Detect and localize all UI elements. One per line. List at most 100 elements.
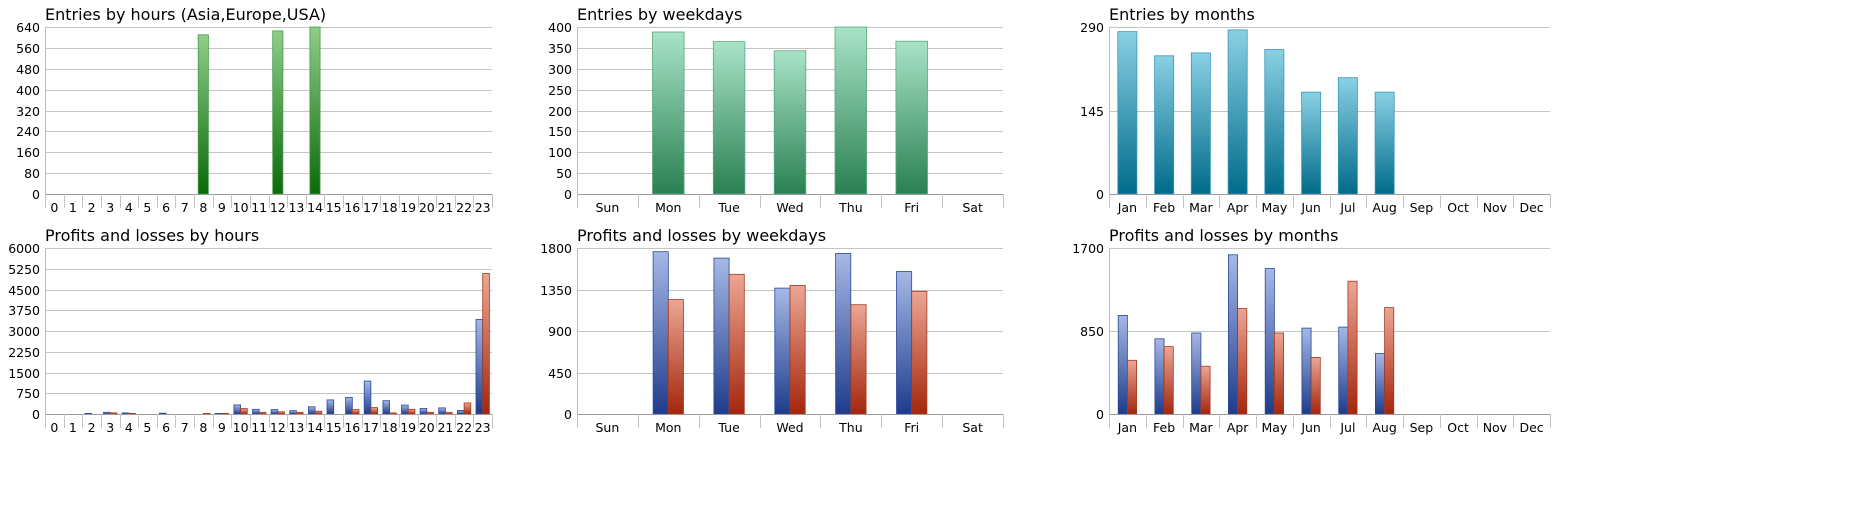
bar xyxy=(1127,359,1138,415)
chart-title: Entries by hours (Asia,Europe,USA) xyxy=(45,5,327,24)
x-tick-label: 1 xyxy=(69,200,77,215)
y-tick-label: 850 xyxy=(1080,324,1104,339)
x-tick-label: Feb xyxy=(1153,200,1175,215)
y-tick-label: 150 xyxy=(548,124,572,139)
y-tick-label: 6000 xyxy=(8,241,40,256)
x-tick-label: Thu xyxy=(838,420,862,435)
bar xyxy=(1237,308,1248,415)
x-tick-label: Oct xyxy=(1447,420,1469,435)
x-tick-label: 0 xyxy=(50,200,58,215)
x-tick-label: 19 xyxy=(400,420,416,435)
bar xyxy=(1301,327,1312,415)
x-tick-label: Apr xyxy=(1227,420,1249,435)
y-tick-label: 0 xyxy=(1096,407,1104,422)
bar xyxy=(1228,254,1239,415)
x-tick-label: Wed xyxy=(776,200,803,215)
x-tick-label: Wed xyxy=(776,420,803,435)
x-tick-label: Feb xyxy=(1153,420,1175,435)
y-tick-label: 3750 xyxy=(8,303,40,318)
y-tick-label: 80 xyxy=(24,166,40,181)
bar xyxy=(712,41,746,195)
x-tick-label: 19 xyxy=(400,200,416,215)
y-tick-label: 480 xyxy=(16,62,40,77)
bar xyxy=(1163,346,1174,415)
x-tick-label: Apr xyxy=(1227,200,1249,215)
x-tick-label: 9 xyxy=(218,420,226,435)
x-tick-label: Mon xyxy=(655,420,681,435)
x-tick-label: 2 xyxy=(88,420,96,435)
x-tick-label: 22 xyxy=(456,420,472,435)
bar xyxy=(834,26,868,195)
y-tick-label: 4500 xyxy=(8,283,40,298)
x-tick-label: 3 xyxy=(106,420,114,435)
x-tick-label: Sep xyxy=(1410,420,1434,435)
y-tick-label: 5250 xyxy=(8,262,40,277)
bar xyxy=(1347,280,1358,415)
x-tick-label: 0 xyxy=(50,420,58,435)
chart-svg: 0 450 900 1350 1800 Sun Mon Tue Wed Thu Fri Sat xyxy=(540,241,1004,435)
y-tick-label: 1800 xyxy=(540,241,572,256)
y-tick-label: 145 xyxy=(1080,104,1104,119)
x-tick-label: 6 xyxy=(162,200,170,215)
y-tick-label: 0 xyxy=(1096,187,1104,202)
x-tick-label: 7 xyxy=(181,200,189,215)
x-tick-label: Thu xyxy=(838,200,862,215)
chart-title: Entries by months xyxy=(1109,5,1255,24)
y-tick-label: 750 xyxy=(16,386,40,401)
x-tick-label: 20 xyxy=(419,420,435,435)
y-tick-label: 450 xyxy=(548,366,572,381)
x-tick-label: 15 xyxy=(326,420,342,435)
bar xyxy=(1117,314,1128,415)
x-tick-label: Aug xyxy=(1372,200,1396,215)
x-tick-label: 13 xyxy=(288,420,304,435)
x-tick-label: Sat xyxy=(962,420,983,435)
x-tick-label: 10 xyxy=(233,200,249,215)
chart-title: Profits and losses by months xyxy=(1109,226,1339,245)
x-tick-label: 6 xyxy=(162,420,170,435)
y-tick-label: 1500 xyxy=(8,366,40,381)
x-tick-label: Jan xyxy=(1117,200,1137,215)
x-tick-label: 4 xyxy=(125,420,133,435)
x-tick-label: 22 xyxy=(456,200,472,215)
x-tick-label: 8 xyxy=(199,420,207,435)
y-tick-label: 400 xyxy=(548,20,572,35)
y-tick-label: 2250 xyxy=(8,345,40,360)
x-tick-label: Mar xyxy=(1189,420,1213,435)
bar xyxy=(1274,332,1285,415)
x-tick-label: 23 xyxy=(475,200,491,215)
x-tick-label: Dec xyxy=(1519,200,1543,215)
bar xyxy=(652,31,685,195)
y-tick-label: 290 xyxy=(1080,20,1104,35)
x-tick-label: 15 xyxy=(326,200,342,215)
y-tick-label: 0 xyxy=(564,187,572,202)
x-tick-label: 18 xyxy=(382,420,398,435)
x-tick-label: 4 xyxy=(125,200,133,215)
x-tick-label: Jul xyxy=(1339,420,1355,435)
x-tick-label: 11 xyxy=(251,200,267,215)
x-tick-label: Sep xyxy=(1410,200,1434,215)
y-tick-label: 560 xyxy=(16,41,40,56)
x-tick-label: 14 xyxy=(307,200,323,215)
x-tick-label: 21 xyxy=(437,420,453,435)
y-tick-label: 0 xyxy=(32,407,40,422)
chart-svg: 0 850 1700 Jan Feb Mar Apr May Jun Jul Aug Sep Oct No… xyxy=(1072,241,1551,435)
bar xyxy=(773,50,807,195)
chart-title: Entries by weekdays xyxy=(577,5,743,24)
x-tick-label: 20 xyxy=(419,200,435,215)
x-tick-label: Tue xyxy=(717,200,740,215)
y-tick-label: 250 xyxy=(548,83,572,98)
x-tick-label: 14 xyxy=(307,420,323,435)
x-tick-label: Nov xyxy=(1483,420,1508,435)
y-tick-label: 240 xyxy=(16,124,40,139)
x-tick-label: 5 xyxy=(143,200,151,215)
x-tick-label: 1 xyxy=(69,420,77,435)
x-tick-label: 5 xyxy=(143,420,151,435)
x-tick-label: Aug xyxy=(1372,420,1396,435)
bar xyxy=(1338,326,1349,415)
chart-svg: 0 50 100 150 200 250 300 350 400 Sun Mon Tue Wed Thu F… xyxy=(548,20,1004,215)
y-tick-label: 3000 xyxy=(8,324,40,339)
x-tick-label: Jun xyxy=(1300,200,1321,215)
y-tick-label: 1350 xyxy=(540,283,572,298)
y-tick-label: 100 xyxy=(548,145,572,160)
